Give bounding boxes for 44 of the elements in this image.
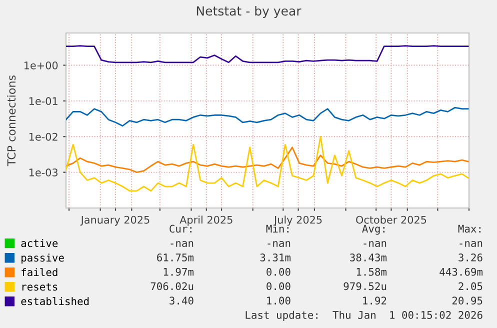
- text: Max:: [458, 224, 480, 233]
- text: 20.95: [452, 296, 482, 305]
- text: 3.26: [458, 254, 482, 262]
- text: Avg:: [362, 224, 384, 235]
- text: 0.00: [266, 268, 290, 276]
- x-tick-label: July 2025: [273, 216, 322, 226]
- text: -nan: [364, 241, 386, 248]
- y-tick-label: 1e+00: [24, 61, 58, 70]
- x-tick-label: January 2025: [80, 216, 150, 226]
- text: 2.05: [458, 282, 482, 290]
- legend-label: failed: [22, 268, 58, 276]
- legend-label: passive: [22, 254, 64, 264]
- text: 443.69m: [440, 268, 483, 276]
- text: 3.40: [170, 296, 194, 305]
- text: 706.02u: [150, 282, 194, 290]
- x-tick-label: October 2025: [356, 216, 426, 224]
- text: -nan: [460, 241, 482, 248]
- line-series: [66, 146, 469, 174]
- text: 1.58m: [356, 268, 387, 276]
- legend-label: established: [21, 297, 89, 306]
- y-tick-label: 1e-02: [29, 132, 58, 141]
- y-axis-title: TCP connections: [7, 75, 16, 166]
- text: 1.00: [267, 296, 290, 305]
- text: 979.52u: [344, 282, 386, 290]
- text: Min:: [266, 224, 288, 233]
- text: -nan: [268, 241, 290, 248]
- legend-label: resets: [22, 283, 58, 291]
- text: Last update: Thu Jan 1 00:15:02 2026: [246, 310, 482, 321]
- y-tick-label: 1e-03: [29, 168, 58, 176]
- y-tick-label: 1e-01: [29, 97, 58, 106]
- chart-title: Netstat - by year: [196, 6, 302, 18]
- line-series: [66, 106, 469, 127]
- line-series: [66, 45, 469, 64]
- line-series: [66, 136, 469, 192]
- text: 1.97m: [164, 268, 194, 276]
- legend-label: active: [21, 239, 58, 248]
- text: 1.92: [363, 296, 386, 305]
- text: 38.43m: [350, 254, 387, 262]
- text: 3.31m: [260, 254, 291, 262]
- text: -nan: [170, 241, 194, 248]
- text: 61.75m: [157, 254, 194, 262]
- text: Cur:: [170, 224, 192, 233]
- x-tick-label: April 2025: [180, 216, 232, 226]
- text: 0.00: [266, 282, 290, 290]
